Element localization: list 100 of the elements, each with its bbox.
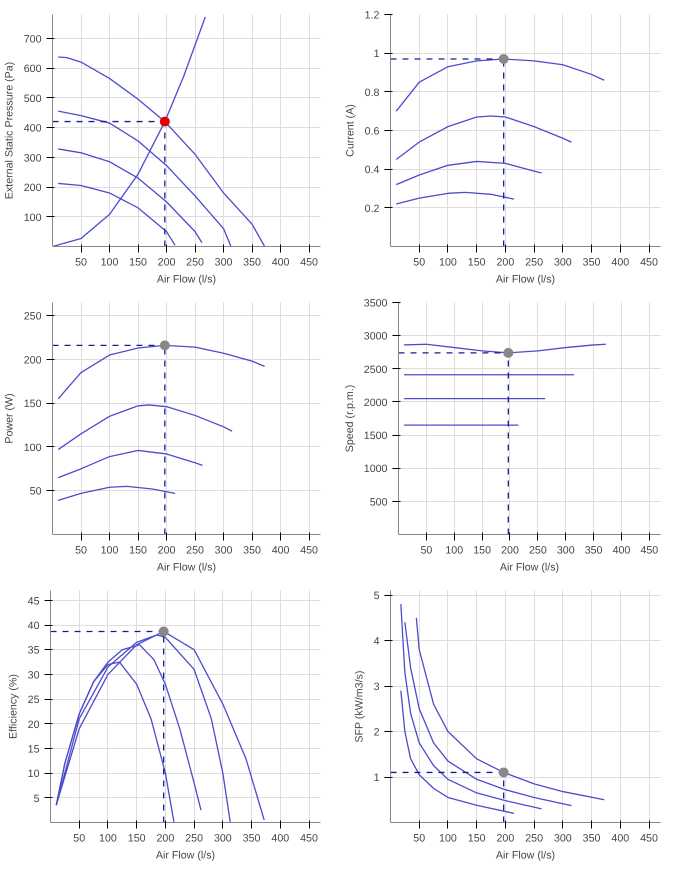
x-tick-label: 350	[582, 832, 601, 844]
x-tick-label: 400	[272, 256, 290, 268]
y-tick-label: 3500	[364, 298, 388, 310]
y-axis-title: External Static Pressure (Pa)	[4, 62, 16, 200]
y-tick-label: 5	[34, 792, 40, 805]
y-tick-label: 1000	[364, 463, 388, 476]
x-axis-title: Air Flow (l/s)	[496, 274, 556, 286]
x-tick-label: 250	[186, 256, 204, 268]
x-tick-label: 250	[186, 544, 204, 556]
y-tick-label: 3000	[364, 330, 388, 343]
y-tick-label: 1	[374, 48, 380, 60]
x-tick-label: 250	[525, 832, 544, 844]
y-tick-label: 100	[24, 442, 42, 454]
x-tick-label: 150	[473, 544, 492, 556]
x-tick-label: 300	[214, 832, 232, 844]
x-axis-title: Air Flow (l/s)	[156, 562, 216, 574]
y-axis-title: Current (A)	[344, 104, 357, 157]
x-tick-label: 200	[156, 832, 174, 844]
x-tick-label: 350	[242, 832, 261, 844]
x-tick-label: 450	[640, 544, 658, 556]
x-tick-label: 450	[300, 256, 318, 268]
x-tick-label: 450	[300, 832, 318, 844]
y-tick-label: 200	[24, 354, 42, 366]
x-tick-label: 100	[445, 544, 464, 556]
x-tick-label: 250	[528, 544, 547, 556]
y-tick-label: 1500	[364, 430, 388, 442]
x-axis-title: Air Flow (l/s)	[500, 562, 560, 574]
x-tick-label: 450	[640, 256, 658, 268]
x-tick-label: 400	[272, 544, 290, 556]
x-tick-label: 400	[611, 256, 630, 268]
y-tick-label: 100	[24, 212, 42, 224]
x-tick-label: 100	[99, 832, 117, 844]
y-tick-label: 50	[30, 486, 42, 498]
x-axis-title: Air Flow (l/s)	[156, 274, 216, 286]
y-tick-label: 10	[28, 768, 40, 780]
y-axis-title: Power (W)	[4, 393, 16, 444]
y-tick-label: 1.2	[364, 10, 380, 22]
x-tick-label: 150	[468, 256, 486, 268]
x-tick-label: 200	[158, 256, 176, 268]
x-tick-label: 50	[75, 256, 88, 268]
x-tick-label: 200	[158, 544, 176, 556]
y-tick-label: 20	[28, 718, 40, 731]
x-tick-label: 400	[611, 832, 630, 844]
y-tick-label: 400	[24, 122, 42, 135]
y-tick-label: 15	[28, 743, 40, 756]
x-tick-label: 400	[612, 544, 630, 556]
x-tick-label: 100	[100, 544, 118, 556]
y-tick-label: 0.8	[364, 86, 380, 99]
y-tick-label: 25	[28, 694, 40, 706]
y-tick-label: 4	[374, 636, 380, 648]
x-axis-title: Air Flow (l/s)	[156, 850, 216, 862]
y-tick-label: 0.2	[364, 202, 380, 215]
x-tick-label: 100	[439, 256, 457, 268]
y-tick-label: 500	[370, 496, 388, 508]
x-tick-label: 150	[128, 832, 146, 844]
x-tick-label: 350	[243, 256, 262, 268]
y-axis-title: Speed (r.p.m.)	[344, 384, 356, 452]
x-tick-label: 50	[413, 832, 426, 844]
y-tick-label: 600	[24, 63, 42, 76]
y-tick-label: 30	[28, 669, 40, 682]
x-tick-label: 150	[129, 544, 147, 556]
x-tick-label: 350	[243, 544, 262, 556]
y-tick-label: 150	[24, 398, 42, 410]
y-tick-label: 250	[24, 310, 42, 323]
x-tick-label: 300	[556, 544, 575, 556]
y-axis-title: SFP (kW/m3/s)	[354, 670, 366, 743]
y-tick-label: 45	[28, 595, 40, 608]
x-tick-label: 100	[439, 832, 457, 844]
x-tick-label: 200	[496, 256, 514, 268]
x-tick-label: 300	[214, 256, 233, 268]
x-tick-label: 350	[582, 256, 601, 268]
x-axis-title: Air Flow (l/s)	[496, 850, 556, 862]
x-tick-label: 100	[100, 256, 118, 268]
x-tick-label: 350	[584, 544, 603, 556]
x-tick-label: 150	[129, 256, 147, 268]
y-tick-label: 0.6	[364, 126, 380, 138]
x-tick-label: 200	[496, 832, 514, 844]
y-tick-label: 2000	[364, 396, 388, 409]
x-tick-label: 200	[501, 544, 519, 556]
x-tick-label: 300	[554, 832, 572, 844]
x-tick-label: 50	[75, 544, 88, 556]
x-tick-label: 300	[214, 544, 233, 556]
y-tick-label: 3	[374, 681, 380, 694]
x-tick-label: 50	[420, 544, 432, 556]
y-tick-label: 35	[28, 644, 40, 657]
x-tick-label: 450	[300, 544, 318, 556]
y-tick-label: 700	[24, 33, 42, 46]
x-tick-label: 250	[185, 832, 204, 844]
x-tick-label: 300	[554, 256, 572, 268]
y-tick-label: 0.4	[364, 164, 380, 176]
y-tick-label: 500	[24, 92, 42, 105]
y-tick-label: 300	[24, 152, 42, 164]
y-tick-label: 40	[28, 620, 40, 632]
y-axis-title: Efficiency (%)	[8, 674, 20, 739]
y-tick-label: 5	[374, 590, 380, 602]
x-tick-label: 400	[271, 832, 290, 844]
y-tick-label: 2500	[364, 364, 388, 376]
x-tick-label: 450	[640, 832, 658, 844]
x-tick-label: 250	[525, 256, 544, 268]
y-tick-label: 200	[24, 182, 42, 194]
